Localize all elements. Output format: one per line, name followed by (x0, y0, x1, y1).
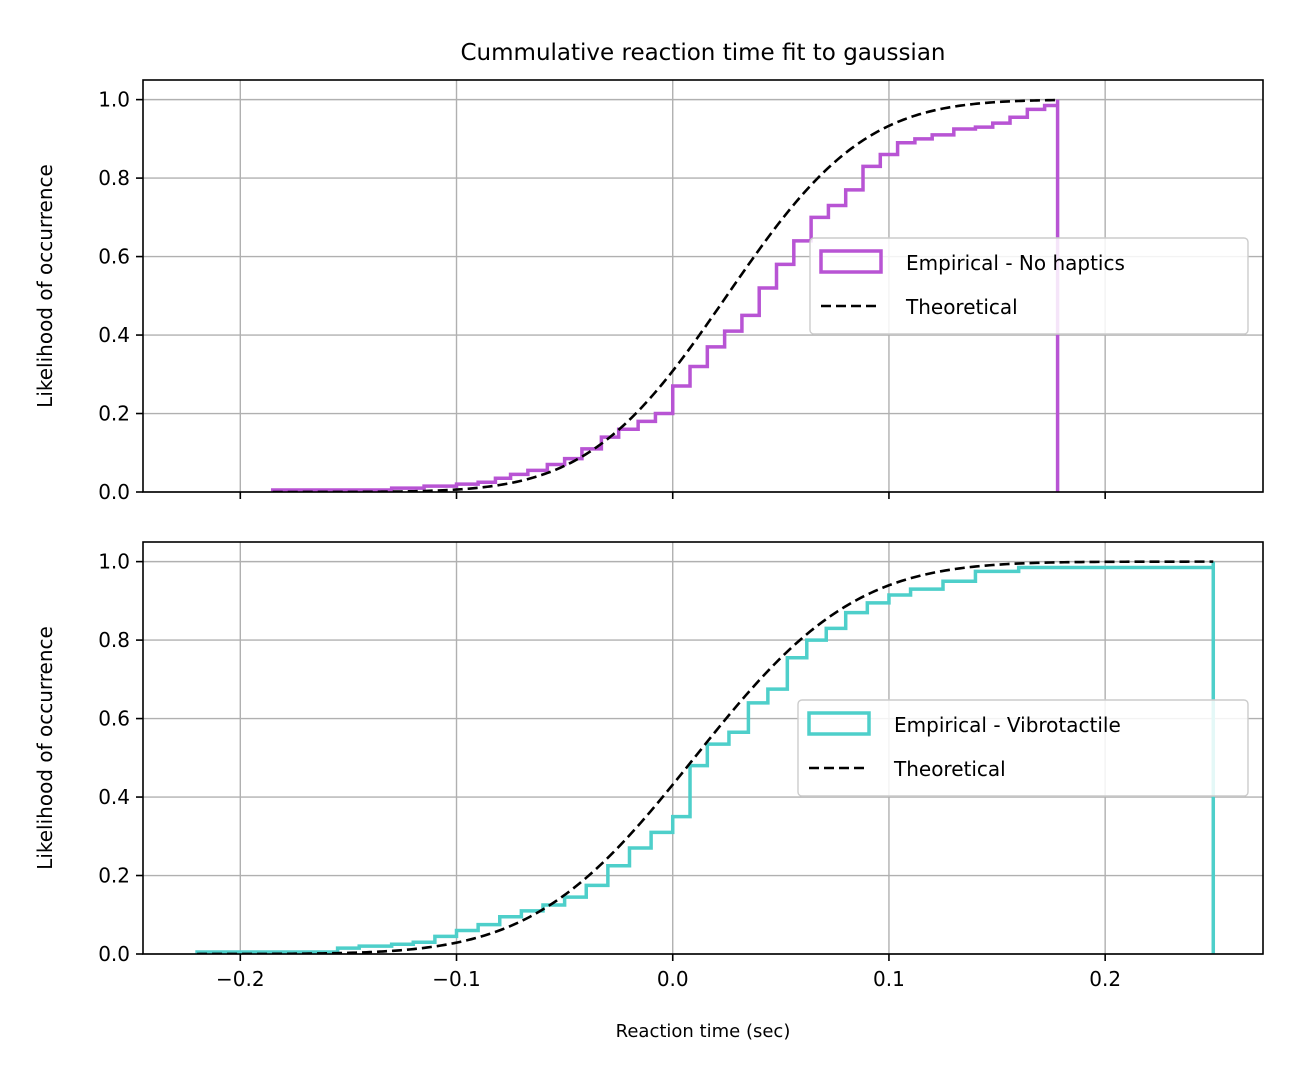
y-tick-label: 0.8 (98, 166, 130, 190)
legend-theoretical-label: Theoretical (893, 757, 1006, 781)
empirical-step-line (195, 561, 1216, 954)
legend: Empirical - Vibrotactile Theoretical (797, 699, 1249, 797)
legend: Empirical - No haptics Theoretical (809, 237, 1249, 335)
legend-empirical-swatch (819, 249, 883, 274)
x-tick-label: 0.2 (1089, 967, 1121, 991)
y-tick-label: 0.4 (98, 323, 130, 347)
legend-empirical-swatch (807, 711, 871, 736)
x-tick-label: 0.0 (657, 967, 689, 991)
y-tick-label: 0.0 (98, 480, 130, 504)
x-tick-label: −0.2 (216, 967, 265, 991)
y-tick-label: 1.0 (98, 88, 130, 112)
legend-empirical-label: Empirical - Vibrotactile (894, 713, 1121, 737)
theoretical-dashed-line (272, 98, 1058, 492)
bottom-panel: −0.2 −0.1 0.0 0.1 0.2 0.0 0.2 0.4 0.6 0.8 1.0 Likel… (33, 541, 1264, 991)
legend-empirical-label: Empirical - No haptics (906, 251, 1125, 275)
legend-box (809, 237, 1249, 335)
chart-title: Cummulative reaction time fit to gaussia… (461, 40, 946, 66)
axes-frame (142, 79, 1264, 493)
legend-box (797, 699, 1249, 797)
legend-theoretical-label: Theoretical (905, 295, 1018, 319)
top-panel: 0.0 0.2 0.4 0.6 0.8 1.0 Likelihood of occurren… (33, 79, 1264, 504)
y-tick-label: 0.6 (98, 245, 130, 269)
y-tick-label: 0.2 (98, 402, 130, 426)
empirical-step-line (270, 99, 1060, 492)
x-tick-label: −0.1 (432, 967, 481, 991)
theoretical-dashed-line (197, 560, 1214, 954)
axes-frame (142, 541, 1264, 955)
y-tick-label: 0.6 (98, 707, 130, 731)
y-tick-label: 0.0 (98, 942, 130, 966)
y-tick-label: 0.2 (98, 864, 130, 888)
y-tick-label: 0.4 (98, 785, 130, 809)
x-tick-label: 0.1 (873, 967, 905, 991)
y-axis-label: Likelihood of occurrence (33, 164, 57, 408)
y-tick-label: 0.8 (98, 628, 130, 652)
y-tick-label: 1.0 (98, 550, 130, 574)
y-axis-label: Likelihood of occurrence (33, 626, 57, 870)
x-axis-label: Reaction time (sec) (616, 1021, 791, 1042)
